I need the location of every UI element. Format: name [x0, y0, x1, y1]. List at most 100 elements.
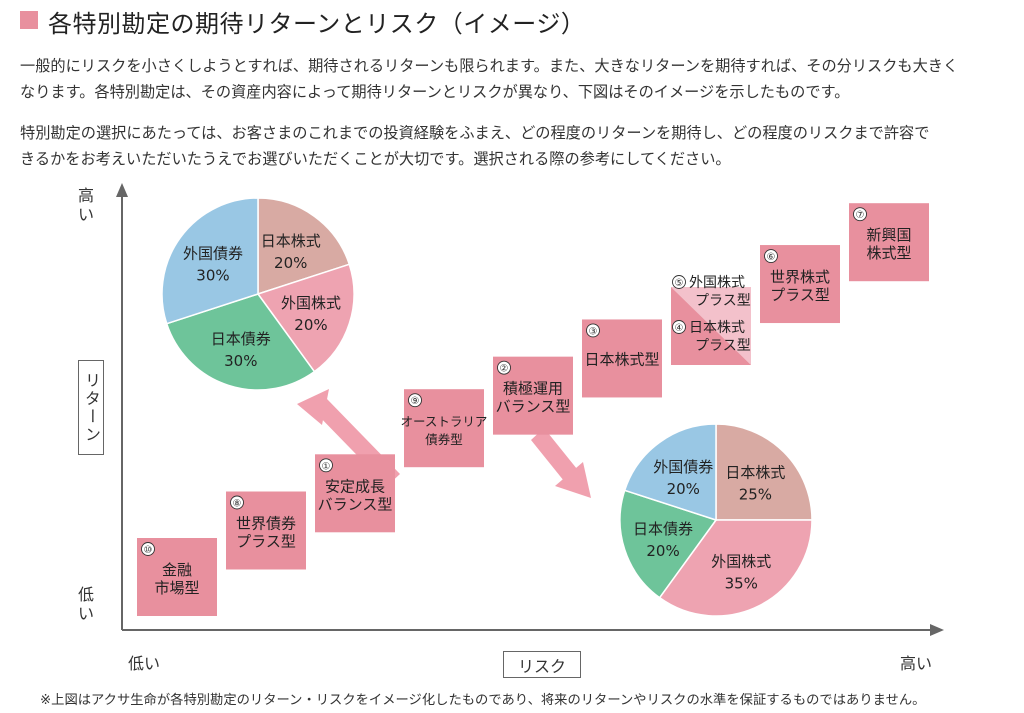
- x-axis-low-label: 低い: [128, 654, 161, 673]
- fund-name-line: 安定成長: [325, 477, 385, 495]
- fund-name-line: 市場型: [154, 579, 199, 597]
- fund-name-line: プラス型: [236, 533, 296, 551]
- y-axis-high-label: 高 い: [78, 186, 94, 224]
- pie-chart-aggressive: 日本株式 25% 外国株式 35% 日本債券 20% 外国債券 20%: [619, 423, 813, 617]
- x-axis-high-label: 高い: [900, 654, 933, 673]
- fund-number: ②: [500, 364, 509, 375]
- y-high-char: 高: [78, 186, 95, 205]
- pie-slice-name: 日本株式: [261, 232, 321, 250]
- pie-slice-value: 35%: [725, 575, 758, 593]
- pie-slice-name: 外国債券: [183, 244, 243, 262]
- fund-number-badge: [764, 249, 778, 263]
- fund-name-line: プラス型: [695, 293, 751, 309]
- fund-name-line: プラス型: [770, 286, 830, 304]
- fund-number-badge: [497, 360, 511, 375]
- fund-number-badge: [230, 495, 244, 510]
- fund-number: ⑩: [144, 545, 153, 556]
- y-axis-arrowhead: [116, 183, 128, 197]
- pie-slice-value: 20%: [294, 316, 327, 334]
- paragraph-line: 特別勘定の選択にあたっては、お客さまのこれまでの投資経験をふまえ、どの程度のリタ…: [20, 124, 930, 142]
- pie-slice: [256, 263, 355, 373]
- fund-name-line: 新興国: [866, 226, 911, 244]
- title-marker: [20, 11, 38, 29]
- fund-number-badge: [408, 393, 422, 408]
- fund-name-line: 積極運用: [503, 380, 563, 398]
- pie-slice-value: 20%: [646, 542, 679, 560]
- pie-slice: [619, 489, 718, 599]
- fund-name-line: バランス型: [496, 398, 571, 416]
- pie-slice-value: 20%: [274, 254, 307, 272]
- fund-name-line: 世界株式: [770, 268, 830, 286]
- pie-chart-conservative: 日本株式 20% 外国株式 20% 日本債券 30% 外国債券 30%: [161, 197, 355, 391]
- pie-slice-name: 外国株式: [281, 294, 341, 312]
- footnote: ※上図はアクサ生命が各特別勘定のリターン・リスクをイメージ化したものであり、将来…: [40, 693, 926, 708]
- chart-axes: [116, 183, 944, 636]
- y-axis-low-label: 低 い: [78, 585, 94, 623]
- fund-box: ③ 日本株式型: [582, 319, 662, 398]
- intro-paragraph-2: 特別勘定の選択にあたっては、お客さまのこれまでの投資経験をふまえ、どの程度のリタ…: [20, 120, 1010, 172]
- pie-slice-value: 30%: [224, 352, 257, 370]
- pie-slice: [165, 293, 316, 391]
- fund-number: ⑥: [767, 252, 776, 263]
- pie-slice: [161, 197, 259, 325]
- pie-slice-name: 外国株式: [711, 553, 771, 571]
- y-low-char: い: [78, 604, 95, 623]
- fund-box-bg: [671, 287, 751, 365]
- paragraph-line: きるかをお考えいただいたうえでお選びいただくことが大切です。選択される際の参考に…: [20, 150, 731, 168]
- x-axis-arrowhead: [930, 624, 944, 636]
- fund-name-line: 日本株式: [689, 320, 745, 336]
- y-axis-title: リターン: [78, 360, 104, 455]
- fund-number: ③: [589, 326, 598, 337]
- fund-number: ⑤: [675, 278, 684, 289]
- fund-number-badge: [672, 275, 686, 289]
- pie-slice: [715, 423, 813, 521]
- arrow-down-right-head: [555, 462, 591, 498]
- fund-name-line: 外国株式: [689, 275, 745, 291]
- pie-slice-name: 日本債券: [211, 330, 271, 348]
- fund-number-badge: [853, 207, 867, 222]
- arrow-down-right-shaft: [531, 428, 577, 481]
- pie-slice-value: 20%: [667, 480, 700, 498]
- y-high-char: い: [78, 205, 95, 224]
- page-title: 各特別勘定の期待リターンとリスク（イメージ）: [48, 10, 586, 38]
- y-low-char: 低: [78, 585, 95, 604]
- pie-slice-value: 25%: [739, 486, 772, 504]
- fund-number-badge: [672, 320, 686, 334]
- fund-name-line: 日本株式型: [584, 350, 659, 368]
- fund-name-line: プラス型: [695, 338, 751, 354]
- pie-slice-name: 日本株式: [725, 464, 785, 482]
- pie-slice-name: 日本債券: [633, 520, 693, 538]
- pie-slice: [658, 519, 813, 617]
- pie-slice: [623, 423, 717, 522]
- fund-name-line: 債券型: [425, 432, 463, 447]
- pie-slice-name: 外国債券: [653, 458, 713, 476]
- fund-number: ①: [322, 461, 331, 472]
- fund-name-line: オーストラリア: [401, 414, 488, 429]
- fund-number-badge: [586, 323, 600, 338]
- fund-name-line: 株式型: [866, 244, 911, 262]
- fund-number: ⑨: [411, 396, 420, 407]
- fund-name-line: バランス型: [318, 495, 393, 513]
- fund-name-line: 金融: [162, 561, 192, 579]
- fund-number: ⑧: [233, 499, 242, 510]
- pie-slice: [257, 197, 351, 296]
- fund-number-badge: [319, 458, 333, 473]
- fund-number: ④: [675, 323, 684, 334]
- x-axis-title: リスク: [503, 651, 581, 678]
- paragraph-line: 一般的にリスクを小さくしようとすれば、期待されるリターンも限られます。また、大き…: [20, 57, 959, 75]
- intro-paragraph-1: 一般的にリスクを小さくしようとすれば、期待されるリターンも限られます。また、大き…: [20, 53, 1010, 105]
- paragraph-line: なります。各特別勘定は、その資産内容によって期待リターンとリスクが異なり、下図は…: [20, 83, 850, 101]
- fund-number: ⑦: [856, 210, 865, 221]
- fund-name-line: 世界債券: [236, 515, 296, 533]
- fund-number-badge: [141, 542, 155, 556]
- pie-slice-value: 30%: [196, 266, 229, 284]
